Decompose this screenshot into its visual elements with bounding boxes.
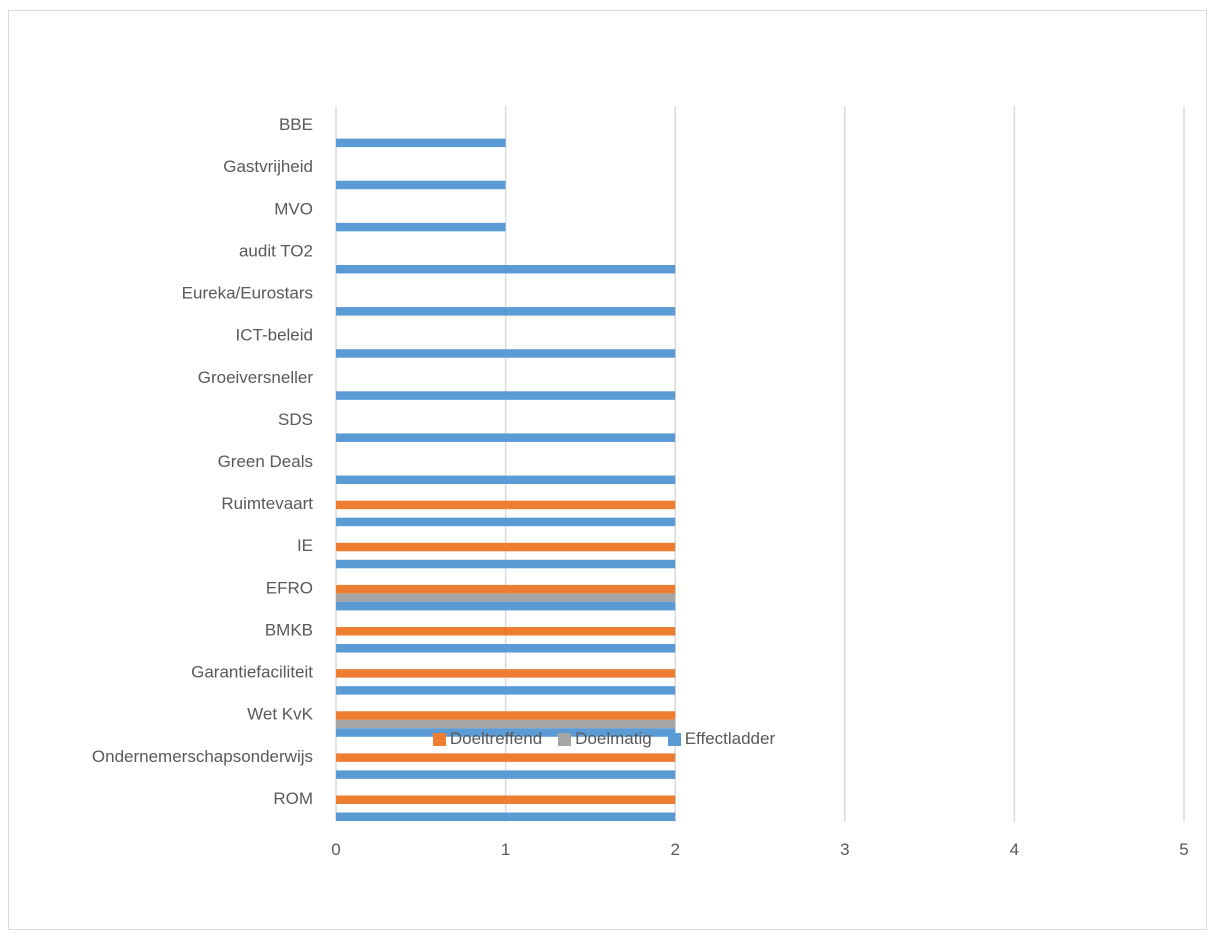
x-tick-label-3: 3 — [840, 840, 849, 859]
bar-doeltreffend-garantiefaciliteit — [336, 669, 676, 678]
bar-effectladder-ondernemerschapsonderwijs — [336, 770, 676, 779]
category-label-rom: ROM — [273, 789, 313, 808]
legend: Doeltreffend Doelmatig Effectladder — [0, 724, 1208, 754]
bar-doeltreffend-bmkb — [336, 627, 676, 636]
legend-item-effectladder: Effectladder — [667, 729, 776, 749]
x-tick-label-0: 0 — [331, 840, 340, 859]
x-tick-label-4: 4 — [1010, 840, 1019, 859]
bar-effectladder-audit-to2 — [336, 264, 676, 274]
bar-effectladder-eureka-eurostars — [336, 307, 676, 316]
bar-effectladder-mvo — [336, 222, 506, 232]
category-label-bmkb: BMKB — [265, 620, 313, 639]
category-label-garantiefaciliteit: Garantiefaciliteit — [191, 663, 313, 682]
category-label-efro: EFRO — [266, 578, 313, 597]
category-label-mvo: MVO — [274, 199, 313, 218]
bar-doeltreffend-ruimtevaart — [336, 500, 676, 510]
x-axis-tick-labels: 0 1 2 3 4 5 — [331, 840, 1188, 859]
category-labels: BBE Gastvrijheid MVO audit TO2 Eureka/Eurost… — [92, 115, 314, 808]
bar-effectladder-ie — [336, 559, 676, 569]
bar-effectladder-ict-beleid — [336, 349, 676, 358]
bar-doelmatig-wet-kvk — [336, 719, 676, 729]
category-label-ruimtevaart: Ruimtevaart — [221, 494, 313, 513]
bar-effectladder-sds — [336, 433, 676, 442]
category-label-ict-beleid: ICT-beleid — [236, 326, 313, 345]
category-label-wet-kvk: Wet KvK — [247, 705, 313, 724]
category-label-sds: SDS — [278, 410, 313, 429]
bars — [336, 138, 676, 821]
bar-doelmatig-efro — [336, 593, 676, 602]
bar-doeltreffend-ie — [336, 542, 676, 552]
legend-item-doeltreffend: Doeltreffend — [432, 729, 543, 749]
bar-effectladder-garantiefaciliteit — [336, 686, 676, 695]
category-label-gastvrijheid: Gastvrijheid — [223, 157, 313, 176]
legend-swatch-doelmatig — [558, 732, 572, 746]
category-label-groeiversneller: Groeiversneller — [198, 368, 314, 387]
bar-effectladder-ruimtevaart — [336, 517, 676, 527]
bar-effectladder-bbe — [336, 138, 506, 148]
legend-swatch-doeltreffend — [432, 732, 446, 746]
x-tick-label-5: 5 — [1179, 840, 1188, 859]
bar-doeltreffend-wet-kvk — [336, 711, 676, 720]
bar-effectladder-green-deals — [336, 475, 676, 485]
x-tick-label-1: 1 — [501, 840, 510, 859]
category-label-eureka-eurostars: Eureka/Eurostars — [182, 284, 313, 303]
bar-effectladder-efro — [336, 601, 676, 611]
bar-effectladder-gastvrijheid — [336, 180, 506, 190]
bar-effectladder-groeiversneller — [336, 391, 676, 400]
bar-doeltreffend-ondernemerschapsonderwijs — [336, 753, 676, 762]
category-label-ie: IE — [297, 536, 313, 555]
category-label-bbe: BBE — [279, 115, 313, 134]
category-label-ondernemerschapsonderwijs: Ondernemerschapsonderwijs — [92, 747, 313, 766]
legend-swatch-effectladder — [667, 732, 681, 746]
category-label-green-deals: Green Deals — [218, 452, 313, 471]
bar-doeltreffend-efro — [336, 584, 676, 594]
legend-item-doelmatig: Doelmatig — [558, 729, 652, 749]
bar-effectladder-rom — [336, 812, 676, 821]
category-label-audit-to2: audit TO2 — [239, 241, 313, 260]
x-tick-label-2: 2 — [670, 840, 679, 859]
legend-label-effectladder: Effectladder — [684, 729, 776, 748]
bar-effectladder-bmkb — [336, 644, 676, 653]
legend-label-doeltreffend: Doeltreffend — [449, 729, 543, 748]
bar-effectladder-wet-kvk — [336, 728, 676, 737]
legend-label-doelmatig: Doelmatig — [575, 729, 652, 748]
bar-doeltreffend-rom — [336, 795, 676, 804]
